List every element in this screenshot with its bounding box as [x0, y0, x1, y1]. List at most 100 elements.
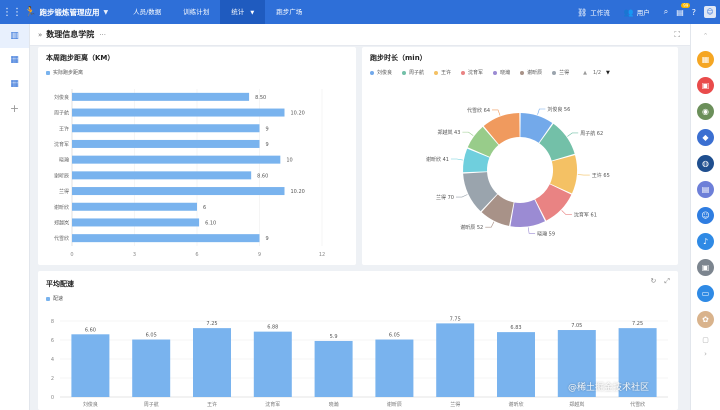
runner-logo-icon: 🏃: [24, 6, 37, 18]
app-globe-icon[interactable]: ◍: [697, 155, 714, 172]
help-icon[interactable]: ?: [691, 7, 696, 17]
app-photo-icon[interactable]: ◉: [697, 103, 714, 120]
donut-slice[interactable]: [481, 194, 514, 226]
pace-bar[interactable]: [557, 330, 596, 397]
pace-bar[interactable]: [497, 332, 535, 397]
collapse-up-icon[interactable]: ⌃: [702, 32, 709, 40]
category-label: 谢昕欣: [54, 204, 69, 211]
distance-bar[interactable]: [72, 124, 260, 133]
legend-item[interactable]: 谢昕辰: [520, 69, 542, 76]
app-user-icon[interactable]: ☺: [697, 207, 714, 224]
expand-icon[interactable]: ⤢: [664, 277, 670, 285]
legend-item[interactable]: 周子航: [402, 69, 424, 76]
app-bell-icon[interactable]: ♪: [697, 233, 714, 250]
nav-run-square[interactable]: 跑步广场: [276, 8, 303, 16]
app-grid-icon[interactable]: ⋮⋮: [2, 6, 22, 18]
distance-bar[interactable]: [72, 234, 260, 243]
distance-bar[interactable]: [72, 155, 281, 164]
legend-swatch: [370, 70, 374, 75]
pace-chart-tools: ↻ ⤢: [643, 277, 670, 286]
app-grid-shortcut-icon[interactable]: ▦: [697, 51, 714, 68]
legend-next-icon[interactable]: ▼: [606, 69, 610, 76]
app-calendar-icon[interactable]: ▣: [697, 77, 714, 94]
pace-bar[interactable]: [193, 328, 231, 397]
donut-slice[interactable]: [463, 172, 498, 212]
expand-icon[interactable]: ›: [704, 350, 707, 358]
distance-bar[interactable]: [72, 108, 285, 117]
value-label: 6.10: [205, 220, 216, 226]
donut-slice[interactable]: [463, 148, 490, 173]
duration-chart-legend: 刘俊良 周子航 王许 沈育军 晓瀚 谢昕辰 兰得 ▲ 1/2 ▼: [370, 69, 610, 76]
more-icon[interactable]: ···: [99, 30, 106, 39]
x-tick-label: 9: [258, 252, 261, 258]
distance-bar[interactable]: [72, 139, 260, 148]
sidebar-dashboard-icon[interactable]: ▥: [0, 24, 29, 48]
window-icon[interactable]: ▢: [702, 336, 709, 344]
pace-bar[interactable]: [314, 340, 353, 397]
value-label: 6.05: [146, 333, 157, 339]
workflow-icon: ⛓: [577, 7, 588, 17]
nav-people-data[interactable]: 人员/数据: [133, 8, 162, 16]
add-icon[interactable]: +: [9, 101, 20, 115]
donut-slice[interactable]: [535, 184, 572, 221]
app-cube-icon[interactable]: ◆: [697, 129, 714, 146]
pace-bar[interactable]: [71, 334, 110, 397]
category-label: 谢昕辰: [54, 172, 69, 179]
nav-statistics-label: 统计: [231, 8, 245, 16]
pace-bar[interactable]: [618, 328, 657, 397]
value-label: 6.88: [267, 325, 278, 331]
donut-slice[interactable]: [467, 126, 499, 157]
donut-slice[interactable]: [539, 123, 575, 161]
distance-bar-chart: 0 3 6 9 12 刘俊良 8.50 周子航 10.20 王许 9 沈育军 9 晓瀚 10 谢昕辰 8.60 兰…: [54, 89, 325, 258]
app-art-icon[interactable]: ✿: [697, 311, 714, 328]
donut-slice[interactable]: [510, 199, 545, 227]
pace-bar[interactable]: [253, 331, 292, 397]
category-label: 谢昕辰: [387, 401, 402, 408]
pace-bar[interactable]: [132, 339, 171, 397]
donut-slice[interactable]: [520, 113, 553, 143]
distance-bar[interactable]: [72, 187, 285, 196]
legend-item[interactable]: 沈育军: [461, 69, 483, 76]
slice-label: 周子航 62: [580, 130, 603, 137]
legend-item[interactable]: 晓瀚: [493, 69, 510, 76]
sidebar-table-icon[interactable]: ▦: [10, 55, 19, 65]
category-label: 刘俊良: [54, 94, 69, 101]
slice-label-line: [485, 221, 495, 228]
distance-bar[interactable]: [72, 202, 197, 211]
user-link[interactable]: 👥 用户: [624, 7, 650, 18]
value-label: 9: [266, 126, 269, 132]
fullscreen-icon[interactable]: ⛶: [674, 29, 680, 39]
avatar[interactable]: ☺: [704, 6, 716, 18]
distance-bar[interactable]: [72, 92, 250, 101]
app-building-icon[interactable]: ▤: [697, 181, 714, 198]
distance-bar[interactable]: [72, 171, 252, 180]
distance-chart-panel: 本周跑步距离（KM） 实际跑步距离 0 3 6 9 12 刘俊良 8.50 周子航 10.20 王…: [38, 47, 356, 265]
legend-prev-icon[interactable]: ▲: [583, 69, 587, 76]
workflow-link[interactable]: ⛓ 工作流: [577, 7, 610, 18]
notification-icon[interactable]: ▤ 99: [676, 2, 691, 17]
pace-chart-title: 平均配速: [46, 280, 74, 288]
slice-label: 王许 65: [592, 172, 610, 179]
app-switch-caret-icon[interactable]: ▼: [103, 8, 109, 16]
pace-bar[interactable]: [375, 339, 414, 397]
sidebar-grid-icon[interactable]: ▦: [10, 79, 19, 89]
legend-item[interactable]: 王许: [434, 69, 451, 76]
nav-statistics[interactable]: 统计 ▼: [220, 0, 266, 24]
app-chat-icon[interactable]: ▭: [697, 285, 714, 302]
distance-chart-legend[interactable]: 实际跑步距离: [46, 69, 83, 76]
refresh-icon[interactable]: ↻: [650, 277, 657, 285]
pace-chart-legend[interactable]: 配速: [46, 295, 63, 302]
donut-slice[interactable]: [550, 155, 577, 194]
search-icon[interactable]: ⌕: [663, 7, 669, 16]
value-label: 10.20: [291, 189, 305, 195]
app-title: 跑步锻炼管理应用: [39, 7, 100, 17]
category-label: 周子航: [54, 110, 69, 117]
legend-item[interactable]: 刘俊良: [370, 69, 392, 76]
app-box-icon[interactable]: ▣: [697, 259, 714, 276]
legend-item[interactable]: 兰得: [552, 69, 569, 76]
nav-training-plan[interactable]: 训练计划: [183, 8, 210, 16]
expand-sidebar-icon[interactable]: »: [38, 30, 43, 39]
donut-slice[interactable]: [483, 113, 520, 145]
distance-bar[interactable]: [72, 218, 200, 227]
pace-bar[interactable]: [436, 323, 475, 397]
